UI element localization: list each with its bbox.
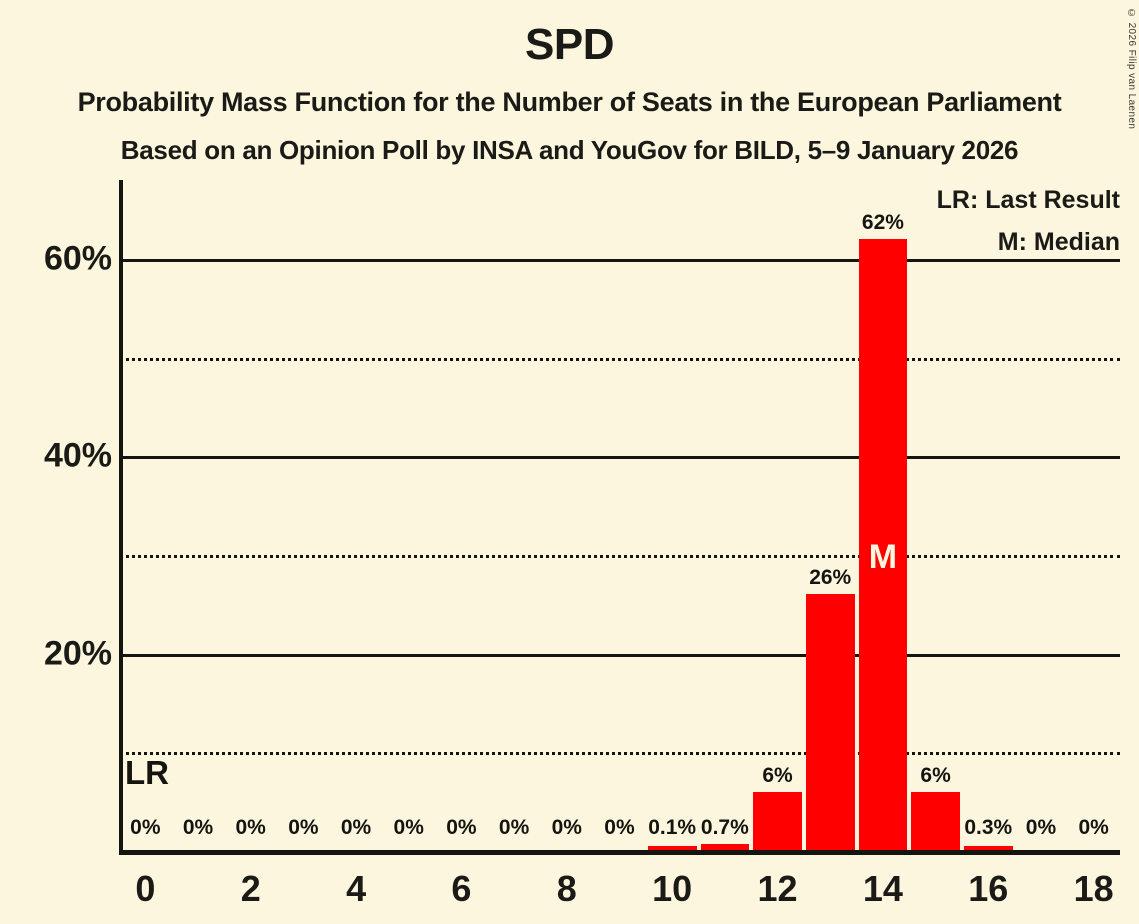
bar-slot-seat-5[interactable]: 0% — [382, 180, 435, 851]
y-tick-label-20: 20% — [43, 634, 112, 673]
median-marker: M — [868, 537, 898, 576]
bar-slot-seat-15[interactable]: 6% — [909, 180, 962, 851]
bar-slot-seat-9[interactable]: 0% — [593, 180, 646, 851]
x-axis-line — [119, 850, 1120, 855]
bar-value-label-seat-13: 26% — [809, 566, 852, 590]
bar-slot-seat-12[interactable]: 6% — [751, 180, 804, 851]
gridline-solid-20 — [119, 653, 1120, 657]
bar-value-label-seat-17: 0% — [1025, 816, 1057, 839]
x-tick-label-4: 4 — [346, 868, 367, 909]
bar-slot-seat-4[interactable]: 0% — [330, 180, 383, 851]
gridline-solid-40 — [119, 456, 1120, 460]
bar-slot-seat-10[interactable]: 0.1% — [646, 180, 699, 851]
x-tick-label-2: 2 — [240, 868, 261, 909]
gridline-dotted-10 — [119, 752, 1120, 756]
legend-last-result: LR: Last Result — [936, 186, 1120, 214]
bar-slot-seat-17[interactable]: 0% — [1015, 180, 1068, 851]
bar-value-label-seat-0: 0% — [130, 816, 161, 839]
x-tick-label-10: 10 — [652, 868, 693, 909]
x-tick-label-14: 14 — [862, 868, 903, 909]
bar-value-label-seat-8: 0% — [551, 816, 582, 839]
bar-value-label-seat-7: 0% — [498, 816, 530, 839]
bar-slot-seat-14[interactable]: 62% M — [857, 180, 910, 851]
bar-value-label-seat-12: 6% — [762, 763, 793, 787]
bar-value-label-seat-4: 0% — [340, 816, 372, 839]
bar-value-label-seat-9: 0% — [604, 816, 635, 839]
bar-seat-10[interactable] — [647, 846, 697, 851]
y-axis-tick-labels: 20% 40% 60% — [0, 180, 112, 851]
gridline-dotted-30 — [119, 554, 1120, 558]
bar-slot-seat-0[interactable]: 0% LR — [119, 180, 172, 851]
x-tick-label-8: 8 — [556, 868, 577, 909]
chart-subtitle-source: Based on an Opinion Poll by INSA and You… — [120, 135, 1019, 165]
bar-slot-seat-2[interactable]: 0% — [224, 180, 277, 851]
bar-value-label-seat-11: 0.7% — [700, 816, 749, 839]
bar-slot-seat-7[interactable]: 0% — [488, 180, 541, 851]
x-axis-tick-labels: 0 2 4 6 8 10 12 14 16 18 — [119, 868, 1120, 918]
bar-seat-12[interactable] — [753, 791, 802, 851]
bar-value-label-seat-5: 0% — [393, 816, 424, 839]
bar-value-label-seat-18: 0% — [1078, 816, 1109, 839]
x-tick-label-12: 12 — [757, 868, 798, 909]
page-title: SPD — [525, 20, 614, 69]
bar-value-label-seat-3: 0% — [288, 816, 319, 839]
chart-subtitle: Probability Mass Function for the Number… — [77, 87, 1062, 117]
bar-value-label-seat-2: 0% — [235, 816, 266, 839]
bar-slot-seat-8[interactable]: 0% — [540, 180, 593, 851]
bar-slot-seat-11[interactable]: 0.7% — [699, 180, 752, 851]
x-tick-label-18: 18 — [1073, 868, 1114, 909]
bar-slot-seat-18[interactable]: 0% — [1067, 180, 1120, 851]
bar-slot-seat-3[interactable]: 0% — [277, 180, 330, 851]
bar-value-label-seat-15: 6% — [920, 763, 951, 787]
bar-value-label-seat-10: 0.1% — [648, 816, 697, 839]
y-axis-line — [119, 180, 123, 851]
bar-value-label-seat-6: 0% — [446, 816, 477, 839]
bar-seat-11[interactable] — [700, 844, 750, 851]
copyright-notice: © 2026 Filip van Laenen — [1126, 8, 1137, 130]
bar-series: 0% LR 0% 0% 0% 0% 0% 0% 0% 0% 0% 0.1% 0.7% 6% 26% 62% M 6… — [119, 180, 1120, 851]
bar-slot-seat-6[interactable]: 0% — [435, 180, 488, 851]
last-result-marker: LR — [125, 754, 169, 792]
bar-seat-14[interactable] — [858, 239, 908, 851]
y-tick-label-60: 60% — [43, 239, 112, 278]
bar-value-label-seat-1: 0% — [182, 816, 214, 839]
x-tick-label-0: 0 — [135, 868, 156, 909]
gridline-dotted-50 — [119, 357, 1120, 361]
x-tick-label-6: 6 — [451, 868, 472, 909]
bar-seat-16[interactable] — [963, 846, 1013, 851]
bar-seat-15[interactable] — [911, 791, 960, 851]
gridline-solid-60 — [119, 258, 1120, 262]
bar-slot-seat-16[interactable]: 0.3% — [962, 180, 1015, 851]
x-tick-label-16: 16 — [968, 868, 1009, 909]
bar-seat-13[interactable] — [805, 594, 855, 851]
bar-slot-seat-13[interactable]: 26% — [804, 180, 857, 851]
legend-median: M: Median — [997, 228, 1120, 256]
bar-slot-seat-1[interactable]: 0% — [172, 180, 225, 851]
bar-value-label-seat-16: 0.3% — [964, 816, 1013, 839]
bar-value-label-seat-14: 62% — [861, 211, 904, 235]
y-tick-label-40: 40% — [43, 436, 112, 475]
plot-area: 0% LR 0% 0% 0% 0% 0% 0% 0% 0% 0% 0.1% 0.7% 6% 26% 62% M 6… — [119, 180, 1120, 855]
